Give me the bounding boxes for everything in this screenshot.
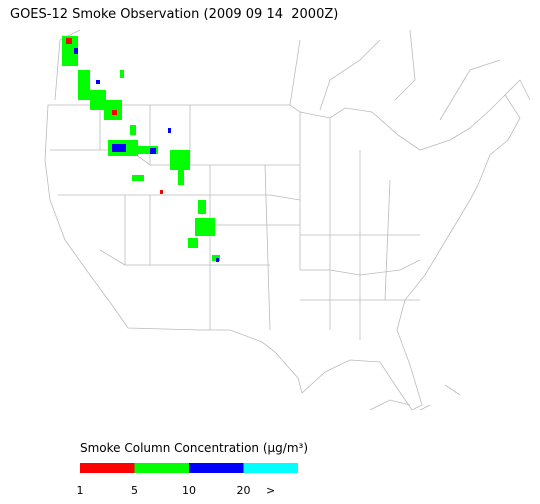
- smoke-pixels: [62, 36, 220, 262]
- legend-tick-label: 5: [131, 484, 138, 497]
- title: GOES-12 Smoke Observation (2009 09 14 20…: [10, 7, 338, 22]
- legend-tick-label: 1: [77, 484, 84, 497]
- legend-title: Smoke Column Concentration (μg/m³): [80, 441, 308, 455]
- legend-swatch: [243, 463, 298, 473]
- legend-tick-label: 10: [182, 484, 196, 497]
- legend-swatch: [80, 463, 135, 473]
- legend-swatch: [189, 463, 244, 473]
- legend: 1 5 10 20 >: [77, 463, 298, 497]
- legend-swatch: [134, 463, 189, 473]
- legend-tick-label: 20: [237, 484, 251, 497]
- legend-overflow-label: >: [266, 484, 275, 497]
- base-map: [44, 29, 531, 411]
